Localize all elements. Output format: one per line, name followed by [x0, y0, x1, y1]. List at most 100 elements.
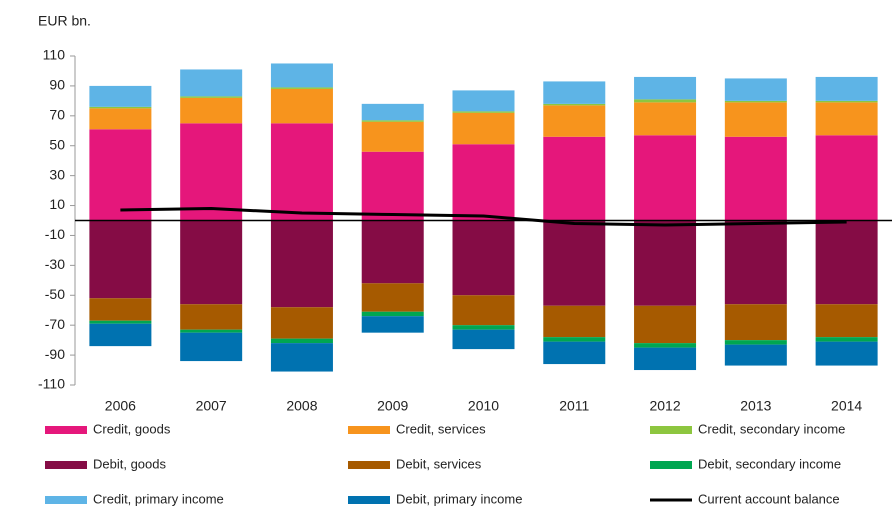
bar-segment — [361, 120, 424, 122]
bar-segment — [815, 341, 878, 366]
bar-segment — [361, 316, 424, 333]
bar-segment — [180, 123, 243, 221]
x-tick-label: 2011 — [559, 398, 589, 414]
bar-segment — [815, 304, 878, 338]
bar-segment — [815, 135, 878, 221]
x-tick-label: 2012 — [649, 398, 680, 414]
bar-segment — [89, 129, 152, 221]
bar-segment — [452, 111, 515, 113]
bar-segment — [361, 220, 424, 284]
bar-segment — [634, 99, 697, 103]
bar-segment — [634, 305, 697, 344]
bar-segment — [634, 102, 697, 136]
bar-segment — [89, 106, 152, 109]
bar-segment — [180, 69, 243, 97]
bar-segment — [724, 344, 787, 366]
bar-segment — [180, 220, 243, 305]
bar-segment — [270, 343, 333, 372]
bar-segment — [815, 102, 878, 136]
bar-segment — [815, 76, 878, 101]
legend-swatch — [348, 426, 390, 434]
legend-swatch — [650, 461, 692, 469]
bar-segment — [452, 329, 515, 350]
legend-label: Debit, services — [396, 456, 482, 471]
bar-segment — [180, 329, 243, 333]
legend-label: Debit, goods — [93, 456, 166, 471]
legend-swatch — [45, 496, 87, 504]
y-tick-label: -90 — [45, 346, 65, 362]
bar-segment — [270, 123, 333, 221]
bar-segment — [180, 304, 243, 330]
bar-segment — [452, 90, 515, 112]
bar-segment — [634, 76, 697, 100]
bar-segment — [270, 338, 333, 344]
bar-segment — [89, 85, 152, 107]
legend-swatch — [348, 496, 390, 504]
legend-label: Debit, primary income — [396, 491, 522, 506]
bar-segment — [270, 63, 333, 88]
bar-segment — [361, 103, 424, 121]
y-tick-label: 30 — [49, 166, 65, 182]
bar-segment — [724, 100, 787, 103]
bar-segment — [543, 81, 606, 104]
bar-segment — [452, 220, 515, 296]
x-tick-label: 2007 — [196, 398, 227, 414]
legend-swatch — [348, 461, 390, 469]
bar-segment — [724, 340, 787, 345]
bar-segment — [543, 337, 606, 342]
legend-label: Current account balance — [698, 491, 840, 506]
x-tick-label: 2010 — [468, 398, 499, 414]
legend-label: Credit, goods — [93, 421, 171, 436]
bar-segment — [180, 96, 243, 98]
y-tick-label: -110 — [38, 376, 65, 392]
bar-segment — [270, 307, 333, 339]
bar-segment — [180, 332, 243, 362]
bar-segment — [543, 341, 606, 365]
bar-segment — [452, 112, 515, 145]
legend-swatch — [45, 461, 87, 469]
legend-label: Credit, primary income — [93, 491, 224, 506]
bar-segment — [543, 220, 606, 306]
y-tick-label: -50 — [45, 286, 65, 302]
y-tick-label: 50 — [49, 136, 65, 152]
bar-segment — [270, 220, 333, 308]
y-tick-label: 90 — [49, 77, 65, 93]
bar-segment — [815, 100, 878, 103]
bar-segment — [724, 220, 787, 305]
bar-segment — [543, 305, 606, 338]
legend-swatch — [45, 426, 87, 434]
bar-segment — [543, 105, 606, 137]
bar-segment — [89, 298, 152, 321]
bar-segment — [89, 220, 152, 299]
y-tick-label: 110 — [43, 47, 66, 63]
y-tick-label: 10 — [49, 196, 65, 212]
y-tick-label: -30 — [45, 256, 65, 272]
bar-segment — [180, 97, 243, 124]
bar-segment — [361, 121, 424, 152]
bar-segment — [724, 102, 787, 137]
y-tick-label: 70 — [49, 107, 65, 123]
x-tick-label: 2014 — [831, 398, 862, 414]
balance-line — [120, 207, 847, 227]
legend-swatch — [650, 426, 692, 434]
bar-segment — [361, 283, 424, 312]
bar-segment — [452, 144, 515, 221]
bar-segment — [634, 135, 697, 221]
y-tick-label: -70 — [45, 316, 65, 332]
bar-segment — [543, 103, 606, 106]
bar-segment — [89, 323, 152, 347]
bar-segment — [361, 311, 424, 317]
legend-label: Debit, secondary income — [698, 456, 841, 471]
legend-label: Credit, services — [396, 421, 486, 436]
bar-segment — [724, 78, 787, 101]
x-tick-label: 2008 — [286, 398, 317, 414]
x-tick-label: 2013 — [740, 398, 771, 414]
bar-segment — [815, 220, 878, 305]
bar-segment — [634, 347, 697, 371]
bar-segment — [89, 320, 152, 324]
x-tick-label: 2009 — [377, 398, 408, 414]
y-tick-label: -10 — [45, 226, 65, 242]
bar-segment — [270, 88, 333, 124]
bar-segment — [634, 343, 697, 348]
